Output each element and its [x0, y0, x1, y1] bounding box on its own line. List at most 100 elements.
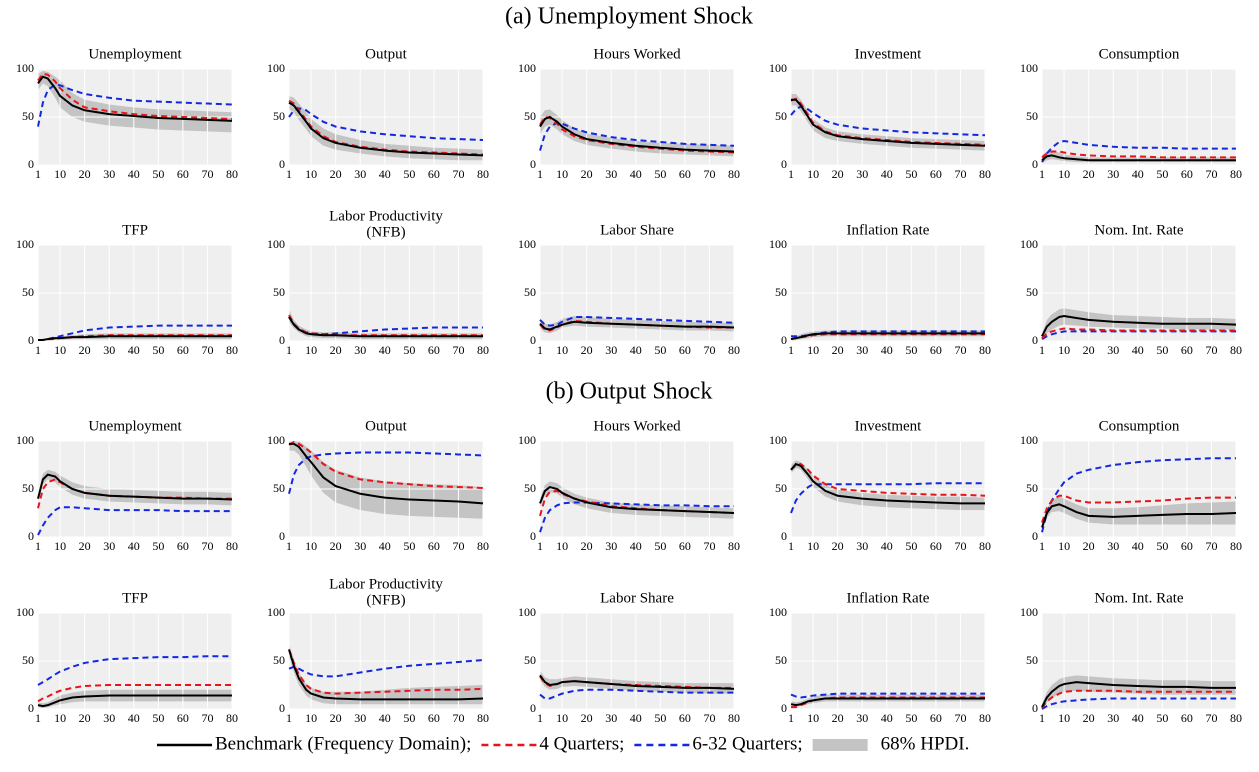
x-tick-label: 30 — [856, 343, 868, 357]
x-tick-label: 10 — [556, 711, 568, 725]
y-tick-label: 100 — [769, 61, 787, 75]
x-tick-label: 60 — [1181, 539, 1193, 553]
x-tick-label: 80 — [979, 539, 991, 553]
x-tick-label: 60 — [428, 711, 440, 725]
x-tick-label: 10 — [305, 539, 317, 553]
x-tick-label: 10 — [1058, 711, 1070, 725]
series-line — [1041, 139, 1236, 163]
x-tick-label: 40 — [128, 343, 140, 357]
x-tick-label: 1 — [1039, 711, 1045, 725]
x-tick-label: 10 — [1058, 343, 1070, 357]
y-tick-label: 50 — [1026, 285, 1038, 299]
panel-title: Labor Productivity — [329, 576, 443, 592]
x-tick-label: 1 — [537, 343, 543, 357]
series-line — [1041, 330, 1236, 340]
x-tick-label: 50 — [905, 539, 917, 553]
x-tick-label: 80 — [728, 343, 740, 357]
y-tick-label: 0 — [279, 157, 285, 171]
x-tick-label: 10 — [556, 539, 568, 553]
x-tick-label: 40 — [379, 343, 391, 357]
x-tick-label: 20 — [1083, 167, 1095, 181]
x-tick-label: 20 — [832, 167, 844, 181]
x-tick-label: 40 — [881, 343, 893, 357]
x-tick-label: 40 — [128, 539, 140, 553]
x-tick-label: 60 — [679, 711, 691, 725]
y-tick-label: 100 — [1020, 61, 1038, 75]
x-tick-label: 40 — [630, 167, 642, 181]
x-tick-label: 30 — [354, 167, 366, 181]
hpdi-band — [1042, 496, 1236, 531]
x-tick-label: 50 — [654, 711, 666, 725]
x-tick-label: 1 — [286, 343, 292, 357]
y-tick-label: 100 — [769, 237, 787, 251]
legend-swatch — [812, 739, 868, 751]
x-tick-label: 1 — [35, 343, 41, 357]
x-tick-label: 50 — [1156, 711, 1168, 725]
y-tick-label: 0 — [1032, 529, 1038, 543]
panel-title: Unemployment — [88, 46, 182, 62]
x-tick-label: 80 — [979, 343, 991, 357]
x-tick-label: 70 — [201, 539, 213, 553]
x-tick-label: 50 — [654, 343, 666, 357]
x-tick-label: 1 — [286, 539, 292, 553]
x-tick-label: 70 — [201, 343, 213, 357]
x-tick-label: 10 — [54, 343, 66, 357]
series-line — [1041, 315, 1237, 337]
x-tick-label: 40 — [379, 711, 391, 725]
x-tick-label: 40 — [1132, 711, 1144, 725]
x-tick-label: 60 — [930, 343, 942, 357]
x-tick-label: 1 — [788, 539, 794, 553]
panel-title: Consumption — [1099, 46, 1180, 62]
series-line — [288, 649, 484, 701]
x-tick-label: 50 — [654, 539, 666, 553]
x-tick-label: 80 — [477, 343, 489, 357]
x-tick-label: 80 — [226, 167, 238, 181]
x-tick-label: 70 — [703, 167, 715, 181]
x-tick-label: 20 — [330, 539, 342, 553]
x-tick-label: 50 — [905, 167, 917, 181]
x-tick-label: 70 — [201, 167, 213, 181]
x-tick-label: 70 — [452, 539, 464, 553]
y-tick-label: 50 — [22, 653, 34, 667]
panel-title: Unemployment — [88, 418, 182, 434]
x-tick-label: 30 — [354, 343, 366, 357]
x-tick-label: 70 — [954, 539, 966, 553]
series-line — [37, 684, 232, 703]
series-line — [1041, 689, 1236, 709]
x-tick-label: 1 — [35, 539, 41, 553]
x-tick-label: 70 — [452, 343, 464, 357]
series-line — [539, 320, 735, 331]
series-line — [791, 98, 986, 147]
series-line — [790, 332, 985, 341]
y-tick-label: 0 — [781, 333, 787, 347]
y-tick-label: 100 — [1020, 605, 1038, 619]
y-tick-label: 50 — [273, 285, 285, 299]
x-tick-label: 30 — [103, 167, 115, 181]
x-tick-label: 80 — [477, 711, 489, 725]
panel-title: Investment — [855, 46, 922, 62]
panel-title: Inflation Rate — [847, 222, 930, 238]
x-tick-label: 20 — [832, 711, 844, 725]
x-tick-label: 60 — [177, 711, 189, 725]
y-tick-label: 100 — [267, 237, 285, 251]
panel-title: Consumption — [1099, 418, 1180, 434]
panel-title: Nom. Int. Rate — [1094, 222, 1183, 238]
x-tick-label: 30 — [605, 539, 617, 553]
hpdi-band — [791, 460, 985, 511]
series-line — [288, 107, 484, 142]
hpdi-band — [289, 441, 483, 519]
x-tick-label: 60 — [428, 343, 440, 357]
x-tick-label: 50 — [403, 343, 415, 357]
series-line — [37, 655, 232, 686]
y-tick-label: 100 — [16, 433, 34, 447]
x-tick-label: 20 — [79, 343, 91, 357]
x-tick-label: 80 — [1230, 539, 1242, 553]
x-tick-label: 40 — [379, 167, 391, 181]
legend-label: 6-32 Quarters; — [692, 733, 802, 754]
x-tick-label: 1 — [788, 167, 794, 181]
legend-label: Benchmark (Frequency Domain); — [215, 733, 471, 754]
x-tick-label: 70 — [954, 711, 966, 725]
y-tick-label: 100 — [518, 237, 536, 251]
panel-title: TFP — [122, 222, 148, 238]
x-tick-label: 30 — [1107, 343, 1119, 357]
